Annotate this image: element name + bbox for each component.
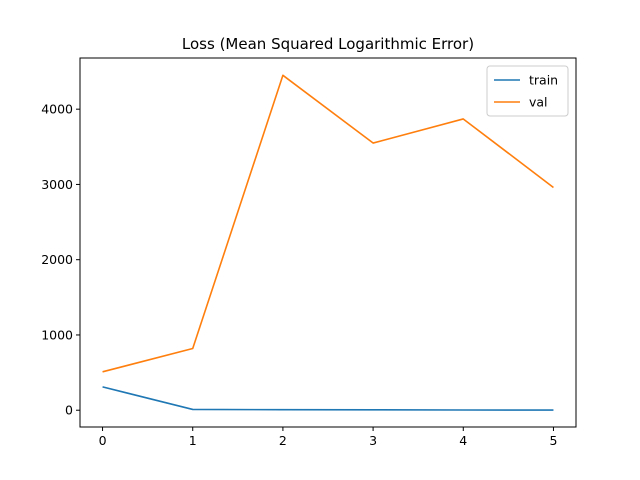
plot-area — [79, 57, 577, 428]
y-tick-label: 0 — [65, 403, 73, 418]
x-tick-label: 3 — [369, 433, 377, 448]
legend-label-val: val — [529, 95, 548, 110]
y-tick-label: 2000 — [41, 252, 73, 267]
legend-label-train: train — [529, 73, 558, 88]
x-tick-label: 0 — [99, 433, 107, 448]
x-tick-label: 4 — [459, 433, 467, 448]
x-tick-label: 5 — [549, 433, 557, 448]
y-tick-label: 1000 — [41, 327, 73, 342]
x-tick-label: 1 — [189, 433, 197, 448]
chart-title: Loss (Mean Squared Logarithmic Error) — [182, 35, 474, 53]
series-line-val — [102, 74, 554, 373]
y-tick-label: 3000 — [41, 177, 73, 192]
x-tick-label: 2 — [279, 433, 287, 448]
legend: train val — [486, 65, 569, 117]
legend-box — [486, 65, 569, 117]
series-line-train — [102, 386, 554, 411]
plot-frame — [79, 57, 577, 428]
series-layer — [102, 74, 554, 411]
y-axis: 0 1000 2000 3000 4000 — [41, 102, 80, 418]
y-tick-label: 4000 — [41, 102, 73, 117]
x-axis: 0 1 2 3 4 5 — [99, 427, 557, 448]
